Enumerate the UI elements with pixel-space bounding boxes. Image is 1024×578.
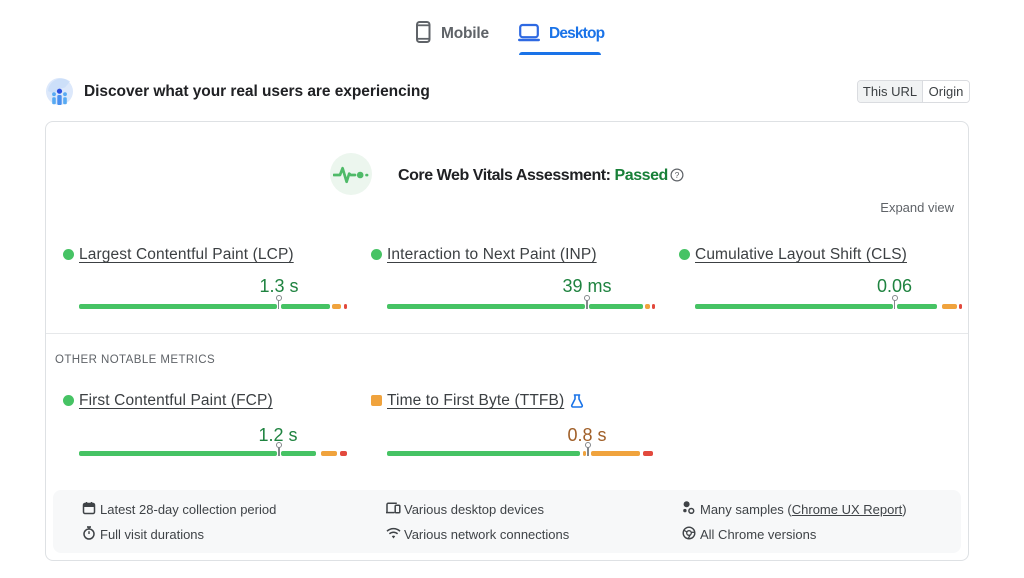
svg-text:?: ? [675, 170, 680, 180]
